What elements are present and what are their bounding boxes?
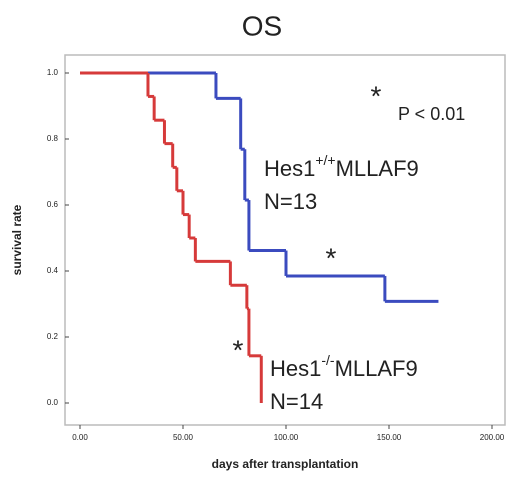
label-rest: MLLAF9 xyxy=(336,156,419,181)
plot-frame xyxy=(64,54,506,426)
p-value: P < 0.01 xyxy=(398,104,465,124)
y-tick-label: 0.4 xyxy=(47,266,59,275)
y-tick-label: 1.0 xyxy=(47,68,59,77)
star-legend: * xyxy=(371,80,382,111)
chart-title: OS xyxy=(242,10,282,41)
star-red: * xyxy=(233,334,244,365)
y-tick-label: 0.2 xyxy=(47,332,59,341)
n-label: N=14 xyxy=(270,389,323,414)
label-main: Hes1 xyxy=(264,156,315,181)
star-blue: * xyxy=(326,242,337,273)
x-tick-label: 150.00 xyxy=(377,433,402,442)
label-main: Hes1 xyxy=(270,356,321,381)
label-sup: -/- xyxy=(321,352,335,368)
n-label: N=13 xyxy=(264,189,317,214)
y-axis-label: survival rate xyxy=(10,204,24,275)
series-label: Hes1+/+MLLAF9 xyxy=(264,152,419,181)
y-tick-label: 0.6 xyxy=(47,200,59,209)
y-tick-label: 0.8 xyxy=(47,134,59,143)
y-tick-label: 0.0 xyxy=(47,398,59,407)
series-label: Hes1-/-MLLAF9 xyxy=(270,352,418,381)
x-tick-label: 0.00 xyxy=(72,433,88,442)
x-tick-label: 50.00 xyxy=(173,433,194,442)
x-tick-label: 200.00 xyxy=(480,433,505,442)
x-axis-label: days after transplantation xyxy=(212,457,359,471)
label-sup: +/+ xyxy=(315,152,335,168)
x-tick-label: 100.00 xyxy=(274,433,299,442)
label-rest: MLLAF9 xyxy=(335,356,418,381)
